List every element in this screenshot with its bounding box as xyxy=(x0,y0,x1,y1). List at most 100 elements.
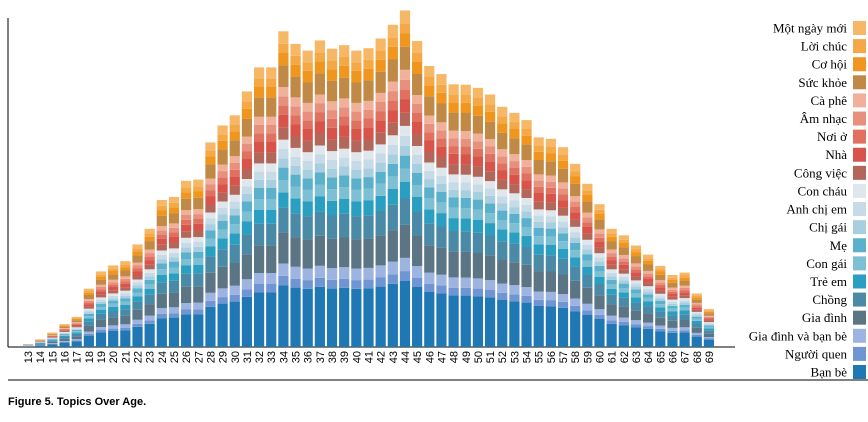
bar-segment xyxy=(314,73,325,95)
bar-segment xyxy=(667,311,678,316)
bar-segment xyxy=(472,199,484,210)
bar-segment xyxy=(326,288,338,347)
bar-segment xyxy=(497,132,508,150)
bar-segment xyxy=(95,291,107,295)
bar-segment xyxy=(387,24,398,38)
bar-segment xyxy=(47,337,58,338)
bar-segment xyxy=(399,135,411,146)
bar-segment xyxy=(472,133,484,142)
bar-segment xyxy=(253,273,265,284)
bar-segment xyxy=(132,319,143,324)
bar-segment xyxy=(205,246,216,257)
bar-segment xyxy=(278,192,289,208)
bar-segment xyxy=(691,309,702,312)
bar-segment xyxy=(594,277,605,284)
bar-segment xyxy=(484,255,496,281)
bar-segment xyxy=(399,46,411,70)
bar-segment xyxy=(314,196,325,212)
bar-segment xyxy=(241,279,253,290)
bar-segment xyxy=(302,111,313,121)
legend-swatch xyxy=(853,274,866,289)
bar-segment xyxy=(655,285,666,288)
bar-segment xyxy=(557,147,569,155)
bar-segment xyxy=(606,276,617,280)
bar-segment xyxy=(606,228,617,234)
bar-segment xyxy=(95,289,107,292)
bar-segment xyxy=(436,84,447,93)
bar-segment xyxy=(387,91,398,101)
bar-segment xyxy=(241,136,253,144)
bar-segment xyxy=(144,304,155,316)
bar-segment xyxy=(667,291,678,294)
bar-segment xyxy=(667,275,678,278)
bar-segment xyxy=(691,304,702,307)
legend-swatch xyxy=(853,328,866,343)
bar-segment xyxy=(168,317,180,347)
x-tick-label: 60 xyxy=(595,351,607,363)
bar-segment xyxy=(229,301,240,347)
bar-segment xyxy=(266,67,277,79)
bar-segment xyxy=(375,235,386,266)
legend-label: Nhà xyxy=(825,147,847,162)
bar-segment xyxy=(387,189,398,205)
bar-segment xyxy=(570,237,581,243)
bar-segment xyxy=(570,183,581,197)
bar-segment xyxy=(594,253,605,258)
legend-label: Chồng xyxy=(812,292,847,307)
bar-segment xyxy=(509,112,520,123)
bar-segment xyxy=(302,82,313,103)
bar-segment xyxy=(424,66,435,77)
bar-segment xyxy=(436,74,447,85)
bar-segment xyxy=(241,296,253,347)
bar-segment xyxy=(302,152,313,161)
bar-segment xyxy=(181,247,192,253)
bar-segment xyxy=(363,80,374,101)
x-tick-label: 37 xyxy=(315,351,327,363)
bar-segment xyxy=(156,226,167,231)
bar-segment xyxy=(326,101,338,111)
bar-segment xyxy=(302,201,313,217)
bar-segment xyxy=(582,201,593,213)
bar-segment xyxy=(83,306,94,309)
bar-segment xyxy=(59,333,70,335)
bar-segment xyxy=(35,340,46,341)
bar-segment xyxy=(630,272,642,277)
bar-segment xyxy=(217,303,228,347)
bar-segment xyxy=(667,330,678,333)
bar-segment xyxy=(71,331,82,333)
bar-segment xyxy=(302,120,313,129)
bar-segment xyxy=(655,287,666,291)
bar-segment xyxy=(95,299,107,302)
bar-segment xyxy=(691,306,702,308)
bar-segment xyxy=(253,152,265,164)
bar-segment xyxy=(132,265,143,269)
bar-segment xyxy=(424,132,435,141)
bar-segment xyxy=(278,158,289,168)
bar-segment xyxy=(472,176,484,185)
bar-segment xyxy=(630,263,642,267)
bar-segment xyxy=(472,87,484,98)
bar-segment xyxy=(339,213,350,238)
bar-segment xyxy=(144,294,155,305)
bar-segment xyxy=(399,182,411,199)
bar-segment xyxy=(120,293,131,296)
bar-segment xyxy=(266,199,277,210)
bar-segment xyxy=(83,318,94,322)
bar-segment xyxy=(460,95,471,103)
bar-segment xyxy=(229,208,240,216)
bar-segment xyxy=(521,295,532,303)
bar-segment xyxy=(667,301,678,304)
bar-segment xyxy=(570,250,581,258)
bar-segment xyxy=(703,328,715,331)
bar-segment xyxy=(71,328,82,330)
bar-segment xyxy=(557,160,569,169)
x-tick-label: 32 xyxy=(254,351,266,363)
bar-segment xyxy=(266,97,277,117)
bar-segment xyxy=(181,314,192,347)
bar-segment xyxy=(339,148,350,158)
bar-segment xyxy=(521,211,532,219)
legend-swatch xyxy=(853,183,866,198)
x-tick-label: 21 xyxy=(120,351,132,363)
bar-segment xyxy=(399,145,411,156)
bar-segment xyxy=(521,227,532,236)
